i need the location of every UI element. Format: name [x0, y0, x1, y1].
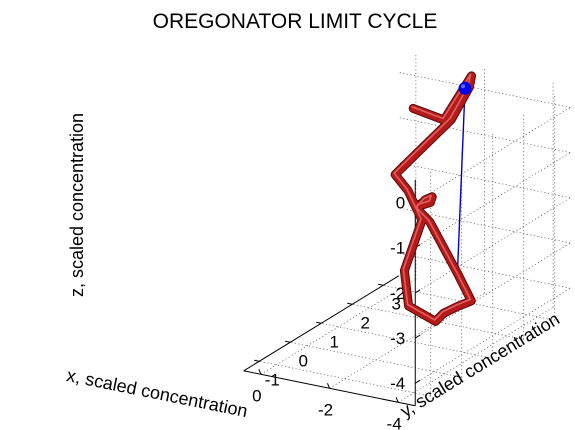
y-tick-label: 1: [330, 332, 339, 351]
z-tick-label: 0: [396, 193, 405, 212]
y-tick-mark: [378, 283, 384, 286]
marker-highlight: [461, 84, 466, 89]
markers: [458, 81, 472, 95]
limit-cycle-curve: [390, 71, 476, 326]
grid-line: [398, 252, 571, 289]
grid-line: [398, 72, 571, 108]
y-tick-mark: [316, 321, 322, 324]
grid-line: [415, 107, 571, 203]
axes: [243, 179, 421, 407]
x-axis-label: x, scaled concentration: [65, 365, 249, 421]
z-tick-label: -2: [390, 284, 405, 303]
z-axis-label: z, scaled concentration: [67, 113, 87, 297]
marker-point: [458, 81, 472, 95]
grid-line: [398, 162, 571, 199]
y-axis-label: y, scaled concentration: [397, 309, 563, 422]
grid-line: [415, 152, 571, 248]
x-tick-mark: [327, 383, 330, 389]
curve-tube: [391, 72, 475, 325]
z-tick-label: -3: [390, 329, 405, 348]
stem-line: [456, 88, 466, 274]
y-tick-label: 3: [392, 294, 401, 313]
x-tick-mark: [395, 397, 399, 403]
z-tick-mark: [414, 289, 421, 294]
grid-line: [415, 197, 571, 294]
grid-line: [398, 207, 571, 244]
grid-line: [415, 242, 571, 339]
x-tick-mark: [258, 369, 262, 375]
grid-line: [290, 341, 462, 378]
grid-line: [397, 307, 554, 403]
curve-tube-highlight: [393, 73, 472, 321]
grid-line: [321, 322, 493, 359]
x-tick-label: -4: [387, 414, 402, 430]
grid-line: [259, 360, 431, 397]
z-tick-mark: [414, 379, 421, 384]
y-tick-label: -1: [265, 370, 280, 389]
x-tick-label: -2: [318, 400, 333, 419]
grid-line: [415, 287, 571, 384]
z-tick-mark: [414, 334, 421, 339]
y-tick-mark: [285, 340, 291, 343]
chart-title: OREGONATOR LIMIT CYCLE: [153, 10, 438, 33]
z-tick-label: -1: [390, 239, 405, 258]
x-tick-label: 0: [252, 386, 261, 405]
y-tick-mark: [347, 302, 353, 305]
y-tick-mark: [254, 359, 260, 362]
grid-line: [260, 279, 417, 375]
y-tick-label: 0: [299, 351, 308, 370]
z-tick-label: -4: [390, 374, 405, 393]
y-tick-label: 2: [361, 313, 370, 332]
grid-line: [398, 117, 571, 153]
